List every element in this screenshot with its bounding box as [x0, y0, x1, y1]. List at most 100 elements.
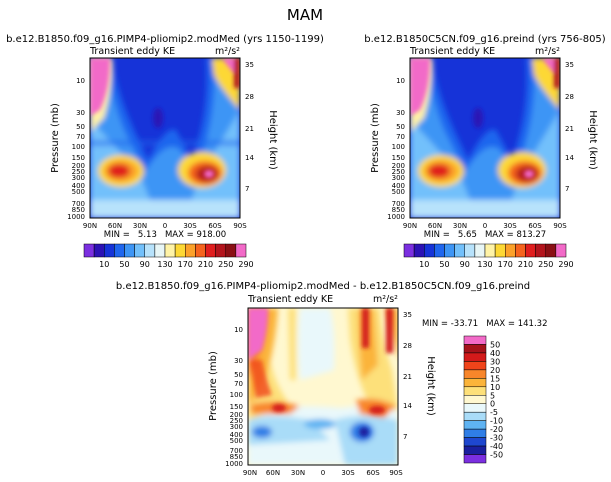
colorbar-swatch [463, 378, 487, 388]
y-right-tick: 14 [245, 154, 254, 162]
panel-1-stats: MIN = 5.13 MAX = 918.00 [104, 230, 226, 240]
colorbar-label: 50 [439, 260, 449, 269]
y-tick: 300 [230, 423, 243, 431]
panel-3-units: m²/s² [373, 294, 398, 305]
colorbar-label: 170 [178, 260, 193, 269]
y-tick: 500 [72, 188, 85, 196]
x-tick: 30N [133, 222, 147, 230]
colorbar-swatch [463, 386, 487, 396]
y-tick: 30 [234, 357, 243, 365]
x-tick: 30S [503, 222, 517, 230]
panel-3-ylabel-right: Height (km) [425, 356, 436, 416]
panel-3-title: b.e12.B1850.f09_g16.PIMP4-pliomip2.modMe… [116, 281, 530, 292]
x-tick: 0 [163, 222, 167, 230]
colorbar-swatch [403, 243, 415, 258]
colorbar-label: -20 [490, 425, 503, 434]
panel-2-colorbar-swatches [403, 243, 567, 258]
colorbar-label: 10 [490, 383, 500, 392]
colorbar-label: 210 [198, 260, 213, 269]
colorbar-label: 90 [460, 260, 470, 269]
colorbar-label: 10 [419, 260, 429, 269]
y-right-tick: 14 [403, 402, 412, 410]
y-tick: 1000 [387, 213, 405, 221]
y-right-tick: 28 [403, 342, 412, 350]
panel-3-ylabel: Pressure (mb) [208, 351, 219, 421]
x-tick: 30N [291, 469, 305, 477]
colorbar-label: 30 [490, 357, 500, 366]
y-right-tick: 35 [565, 61, 574, 69]
x-tick: 60N [108, 222, 122, 230]
colorbar-label: 130 [157, 260, 172, 269]
colorbar-swatch [535, 243, 546, 258]
colorbar-label: 250 [538, 260, 553, 269]
y-tick: 700 [230, 447, 243, 455]
panel-3-variable: Transient eddy KE [247, 294, 333, 305]
panel-3-colorbar-swatches [463, 335, 487, 464]
panel-1-ylabel-right: Height (km) [267, 110, 278, 170]
colorbar-swatch [195, 243, 206, 258]
colorbar-swatch [164, 243, 176, 258]
colorbar-label: 20 [490, 366, 500, 375]
colorbar-swatch [215, 243, 226, 258]
panel-2-ylabel-right: Height (km) [587, 110, 598, 170]
y-tick: 700 [392, 200, 405, 208]
panel-2-field [410, 58, 560, 218]
panel-1-ylabel: Pressure (mb) [50, 103, 61, 173]
y-tick: 150 [230, 403, 243, 411]
y-tick: 850 [392, 206, 405, 214]
colorbar-label: -30 [490, 434, 503, 443]
colorbar-swatch [235, 243, 247, 258]
colorbar-label: 50 [119, 260, 129, 269]
colorbar-swatch [463, 420, 487, 430]
colorbar-swatch [505, 243, 516, 258]
x-tick: 60N [266, 469, 280, 477]
colorbar-swatch [463, 352, 487, 362]
y-right-tick: 14 [565, 154, 574, 162]
panel-2-units: m²/s² [535, 46, 560, 57]
x-tick: 90N [403, 222, 417, 230]
y-right-tick: 7 [565, 185, 569, 193]
y-tick: 250 [230, 417, 243, 425]
panel-1-y-right-ticks: 35 28 21 14 7 [245, 61, 254, 193]
panel-2-colorbar-labels: 10 50 90 130 170 210 250 290 [419, 260, 573, 269]
y-right-tick: 28 [245, 93, 254, 101]
colorbar-swatch [134, 243, 145, 258]
panel-2-y-ticks: 10 30 50 70 100 150 200 250 300 400 500 … [387, 77, 405, 221]
y-tick: 70 [76, 133, 85, 141]
y-tick: 30 [76, 109, 85, 117]
panel-3-y-ticks: 10 30 50 70 100 150 200 250 300 400 500 … [225, 326, 243, 468]
colorbar-swatch [144, 243, 156, 258]
colorbar-swatch [83, 243, 95, 258]
y-tick: 300 [72, 174, 85, 182]
colorbar-label: 5 [490, 391, 495, 400]
colorbar-swatch [205, 243, 216, 258]
y-tick: 50 [396, 123, 405, 131]
colorbar-label: -50 [490, 451, 503, 460]
colorbar-label: 170 [498, 260, 513, 269]
panel-1: b.e12.B1850.f09_g16.PIMP4-pliomip2.modMe… [6, 34, 324, 269]
y-right-tick: 21 [403, 373, 412, 381]
panel-2-variable: Transient eddy KE [409, 46, 495, 57]
y-tick: 50 [234, 371, 243, 379]
y-right-tick: 21 [565, 125, 574, 133]
y-tick: 150 [72, 154, 85, 162]
colorbar-swatch [463, 369, 487, 379]
x-tick: 90N [243, 469, 257, 477]
y-tick: 850 [230, 453, 243, 461]
colorbar-swatch [185, 243, 196, 258]
colorbar-swatch [463, 428, 487, 438]
colorbar-label: 40 [490, 349, 500, 358]
colorbar-swatch [463, 454, 487, 464]
y-right-tick: 35 [403, 311, 412, 319]
colorbar-swatch [484, 243, 496, 258]
colorbar-label: -10 [490, 417, 503, 426]
colorbar-swatch [464, 243, 476, 258]
y-tick: 200 [230, 411, 243, 419]
colorbar-label: 10 [99, 260, 109, 269]
panel-2: b.e12.B1850C5CN.f09_g16.preind (yrs 756-… [364, 34, 606, 269]
panel-1-x-ticks: 90N 60N 30N 0 30S 60S 90S [83, 222, 247, 230]
y-tick: 10 [396, 77, 405, 85]
y-tick: 400 [230, 431, 243, 439]
